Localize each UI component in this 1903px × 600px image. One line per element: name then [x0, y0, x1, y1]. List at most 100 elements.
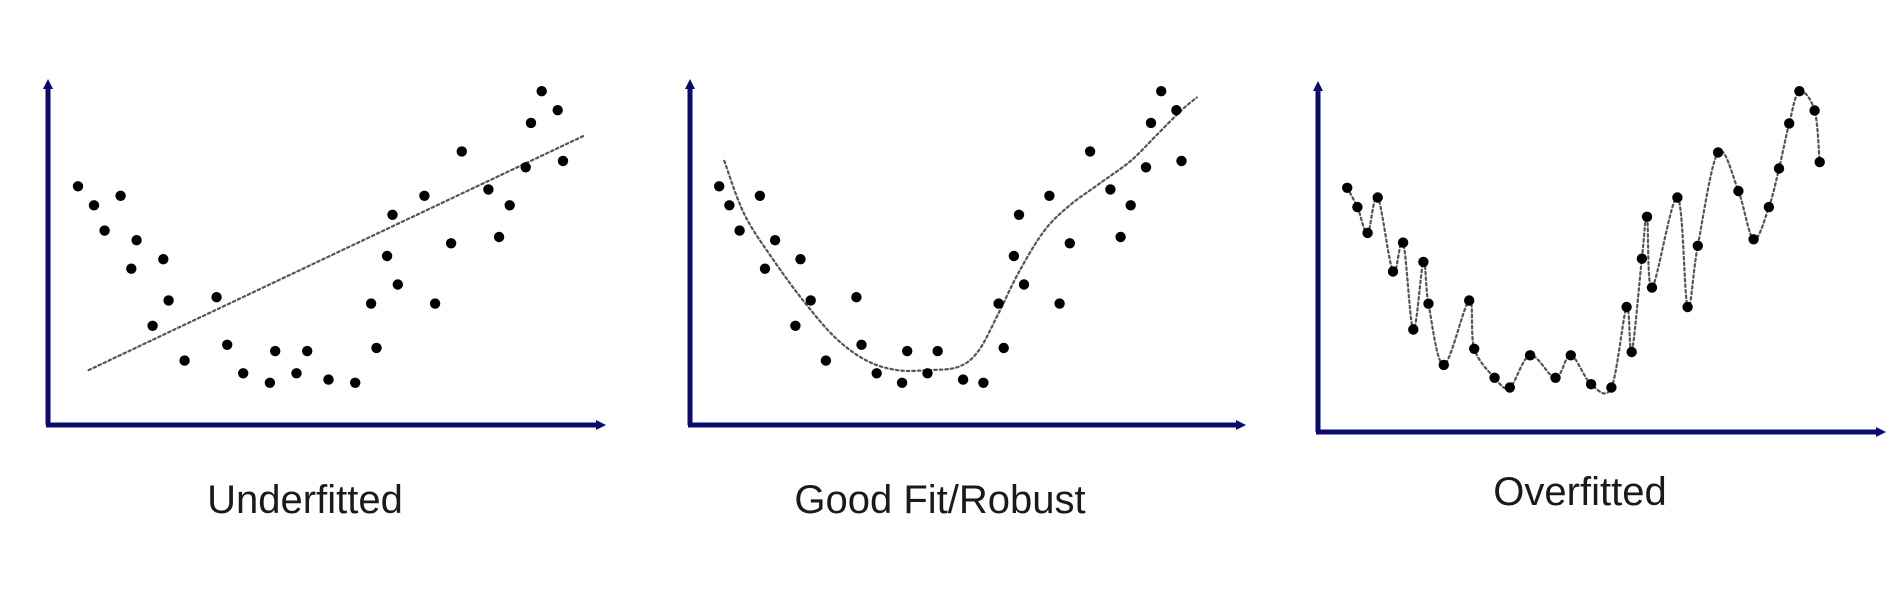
data-point: [211, 292, 222, 303]
data-point: [1171, 105, 1182, 116]
data-point: [795, 254, 806, 265]
data-point: [957, 374, 969, 385]
data-point: [238, 368, 249, 379]
data-point: [1621, 301, 1632, 313]
data-point: [323, 374, 334, 385]
data-point: [483, 184, 494, 195]
caption-good-fit: Good Fit/Robust: [794, 478, 1086, 522]
data-point: [1773, 163, 1785, 174]
data-point: [856, 339, 867, 350]
data-point: [1809, 105, 1820, 116]
data-point: [1156, 86, 1167, 97]
data-point: [734, 225, 745, 236]
data-point: [291, 368, 302, 379]
fit-line: [87, 134, 586, 372]
data-point: [1176, 155, 1187, 167]
data-point: [1672, 192, 1683, 203]
data-point: [493, 231, 505, 243]
data-point: [536, 86, 547, 97]
data-point: [147, 320, 158, 331]
data-point: [1712, 147, 1724, 158]
data-point: [714, 181, 725, 192]
data-point: [1504, 382, 1516, 393]
data-point: [1054, 298, 1065, 309]
data-point: [222, 339, 233, 350]
data-point: [1418, 256, 1429, 268]
data-point: [525, 117, 537, 129]
data-point: [371, 342, 382, 354]
data-point: [1814, 156, 1825, 168]
data-point: [1763, 201, 1775, 213]
data-point: [1641, 211, 1653, 222]
data-point: [392, 279, 403, 290]
data-point: [520, 162, 531, 173]
data-point: [99, 225, 110, 236]
data-point: [1115, 231, 1126, 243]
panel-good-fit: [685, 79, 1246, 430]
caption-underfitted: Underfitted: [207, 478, 403, 522]
data-point: [350, 377, 361, 388]
data-point: [163, 295, 174, 306]
data-point: [179, 355, 190, 366]
data-point: [456, 146, 467, 157]
data-point: [1352, 201, 1363, 213]
data-point: [131, 235, 142, 246]
data-point: [724, 200, 735, 211]
data-point: [1372, 192, 1383, 203]
data-point: [805, 295, 816, 306]
data-point: [1387, 266, 1399, 277]
fit-curve: [723, 96, 1198, 373]
data-point: [1408, 324, 1419, 335]
data-point: [1008, 250, 1020, 262]
data-point: [1606, 382, 1617, 393]
data-point: [1044, 190, 1055, 201]
data-point: [978, 377, 989, 388]
data-point: [115, 190, 126, 201]
data-point: [1438, 359, 1450, 371]
data-point: [993, 298, 1004, 309]
data-point: [88, 200, 100, 211]
data-point: [1489, 372, 1500, 383]
panel-underfitted: [43, 79, 606, 430]
data-point: [1784, 118, 1795, 129]
data-point: [429, 298, 441, 309]
data-point: [902, 345, 913, 357]
data-point: [1125, 200, 1136, 211]
data-point: [1140, 162, 1152, 173]
data-point: [387, 209, 398, 220]
data-point: [1362, 227, 1373, 239]
data-point: [552, 105, 563, 116]
data-point: [1646, 282, 1658, 293]
caption-overfitted: Overfitted: [1493, 470, 1667, 514]
data-point: [769, 235, 781, 246]
data-point: [1342, 182, 1353, 193]
data-point: [1585, 379, 1597, 390]
data-point: [754, 190, 766, 201]
data-point: [1397, 237, 1409, 248]
data-point: [365, 298, 377, 309]
data-point: [820, 355, 832, 366]
data-point: [419, 190, 430, 201]
data-point: [896, 377, 908, 388]
data-point: [1682, 301, 1693, 313]
data-point: [851, 292, 862, 303]
data-point: [790, 320, 801, 331]
data-point: [158, 254, 169, 265]
data-point: [1018, 279, 1030, 290]
data-point: [302, 345, 313, 357]
data-point: [922, 368, 933, 379]
data-point: [1733, 185, 1744, 197]
data-point: [1469, 343, 1480, 354]
data-point: [1105, 184, 1116, 195]
data-point: [1550, 372, 1561, 383]
data-point: [72, 181, 84, 192]
data-point: [1565, 350, 1577, 361]
data-point: [1524, 350, 1536, 361]
data-point: [445, 238, 457, 249]
data-point: [270, 345, 281, 357]
data-point: [381, 250, 393, 262]
data-point: [1423, 298, 1434, 309]
data-point: [1748, 234, 1759, 245]
data-point: [504, 200, 515, 211]
data-point: [557, 155, 569, 167]
